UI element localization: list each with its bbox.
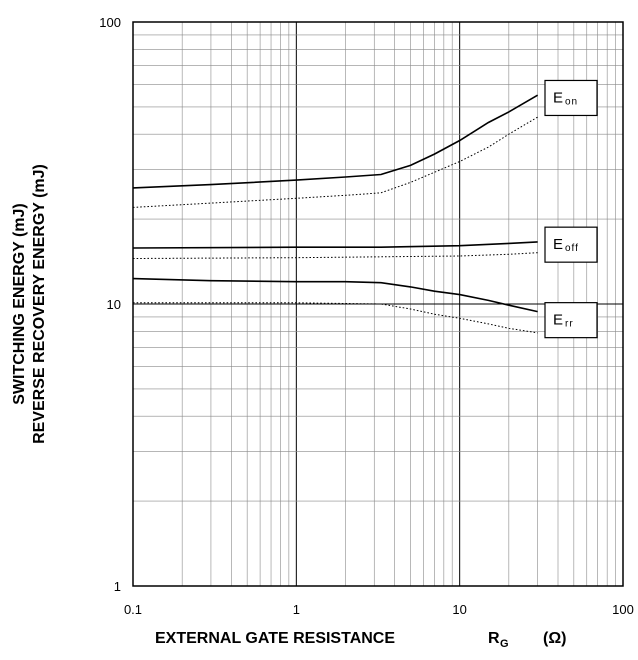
x-tick-label: 1 (293, 602, 300, 617)
label-sub-text: off (565, 243, 579, 254)
y-axis-title-line1: SWITCHING ENERGY (mJ) (11, 203, 28, 405)
plot-frame (132, 21, 624, 587)
x-tick-label: 0.1 (124, 602, 142, 617)
series-line-e-rr (132, 277, 538, 313)
series-line-e-off-dotted (132, 252, 538, 259)
label-main-text: E (553, 89, 563, 106)
x-axis-title-symbol: R (488, 630, 500, 647)
x-tick-label: 10 (452, 602, 466, 617)
x-axis-title: EXTERNAL GATE RESISTANCE R G (Ω) (155, 630, 566, 650)
y-tick-label: 10 (107, 297, 121, 312)
series-line-e-rr-dotted (133, 302, 538, 334)
label-box (544, 302, 598, 339)
y-tick-label: 100 (99, 15, 121, 30)
label-box (544, 79, 598, 117)
label-box (544, 226, 598, 263)
label-main-text: E (553, 312, 563, 329)
x-tick-label: 100 (612, 602, 634, 617)
x-axis-title-main: EXTERNAL GATE RESISTANCE (155, 630, 395, 647)
grid (132, 22, 623, 587)
x-axis-title-unit: (Ω) (543, 630, 566, 647)
series-line-e-off (132, 241, 538, 249)
y-axis-title-line2: REVERSE RECOVERY ENERGY (mJ) (31, 164, 48, 444)
series-lines (132, 94, 539, 334)
x-axis-title-symbol-sub: G (500, 638, 509, 650)
label-sub-text: rr (565, 319, 574, 330)
y-tick-label: 1 (114, 579, 121, 594)
label-sub-text: on (565, 96, 578, 107)
series-line-e-on (132, 94, 539, 189)
label-main-text: E (553, 236, 563, 253)
